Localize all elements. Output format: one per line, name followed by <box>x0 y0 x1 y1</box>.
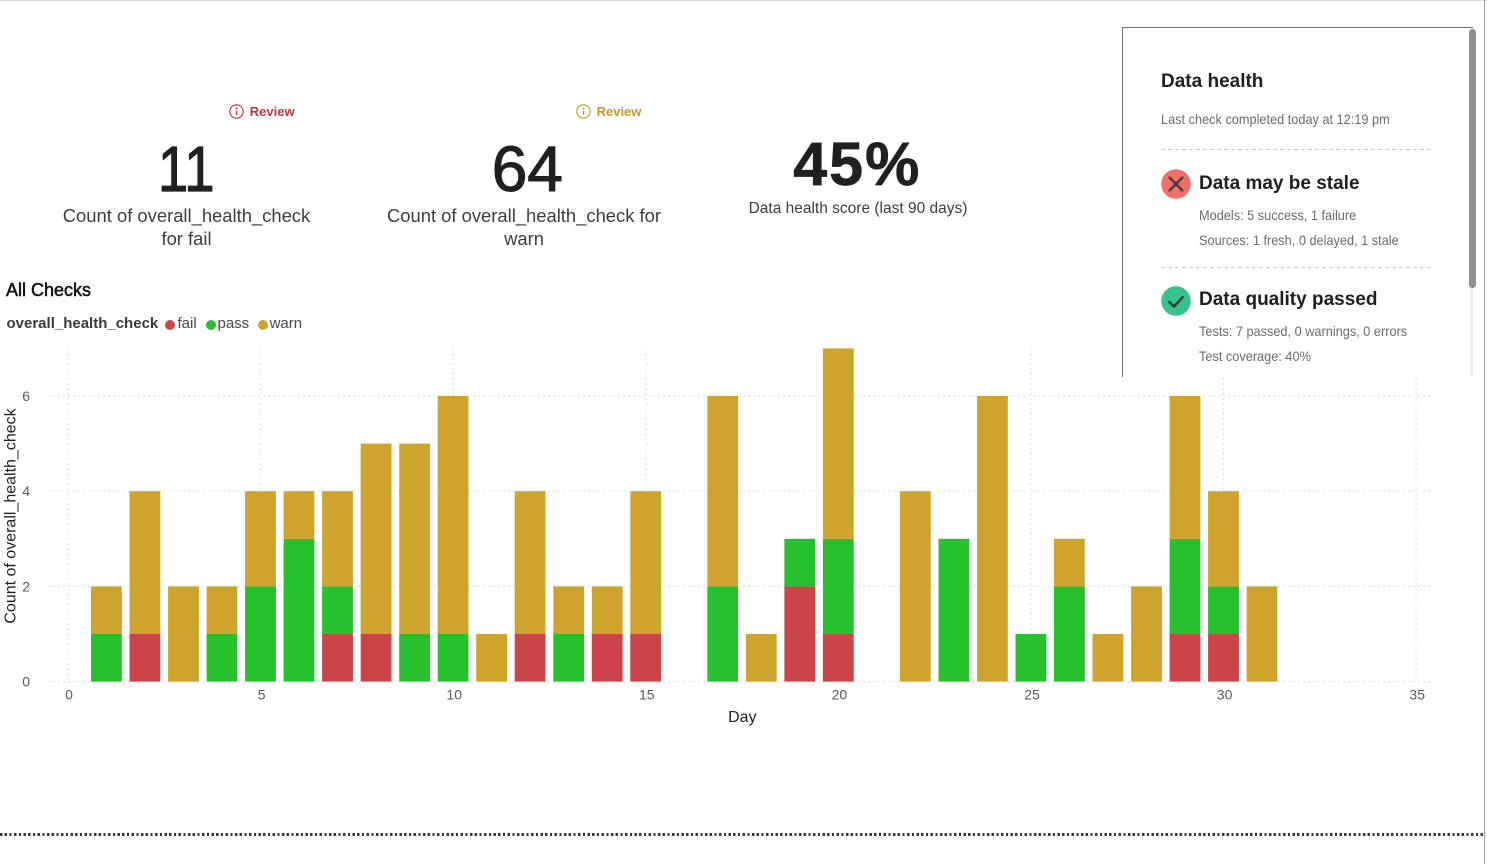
svg-text:0: 0 <box>65 686 73 702</box>
svg-text:35: 35 <box>1409 686 1425 702</box>
svg-text:0: 0 <box>22 674 30 690</box>
svg-text:Day: Day <box>728 709 756 726</box>
svg-text:15: 15 <box>639 686 655 702</box>
svg-text:4: 4 <box>22 483 30 499</box>
svg-text:25: 25 <box>1024 686 1040 702</box>
svg-text:5: 5 <box>258 686 266 702</box>
svg-text:30: 30 <box>1217 686 1233 702</box>
svg-text:20: 20 <box>832 686 848 702</box>
svg-text:6: 6 <box>22 388 30 404</box>
svg-text:2: 2 <box>22 578 30 594</box>
svg-text:Count of overall_health_check: Count of overall_health_check <box>3 407 20 623</box>
svg-text:10: 10 <box>446 686 462 702</box>
